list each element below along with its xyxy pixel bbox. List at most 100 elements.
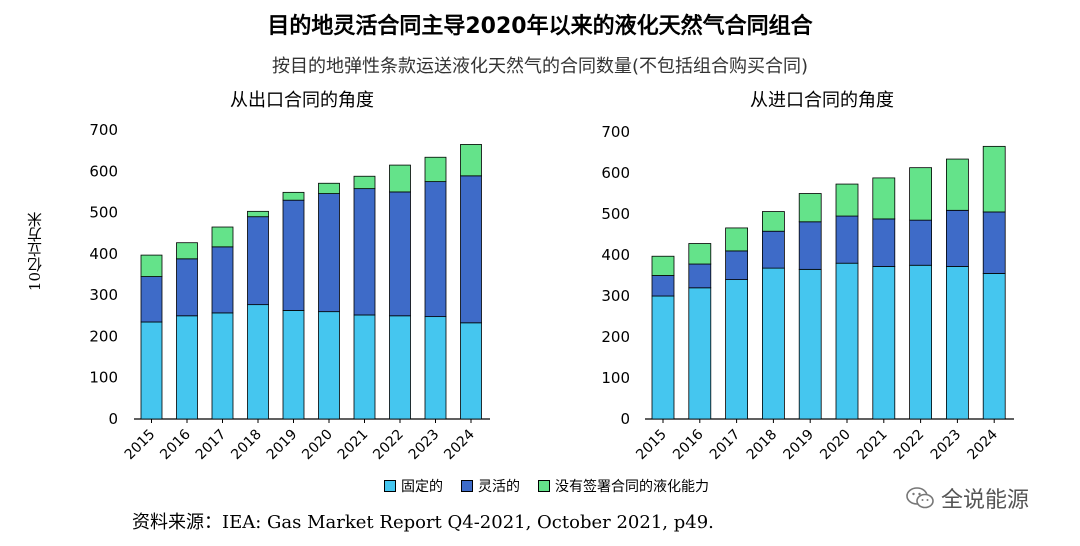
legend-label-unsigned: 没有签署合同的液化能力 [555, 479, 709, 495]
bar-unsigned-2024 [460, 144, 482, 177]
bar-flexible-2017 [211, 246, 234, 314]
bar-unsigned-2024 [982, 145, 1006, 213]
x-tick-label-2020: 2020 [299, 427, 336, 464]
bar-flexible-2024 [460, 175, 482, 324]
x-tick-label-2019: 2019 [264, 427, 301, 464]
bar-flexible-2018 [762, 230, 785, 269]
bar-fixed-2017 [211, 312, 234, 420]
y-tick-label: 0 [108, 410, 118, 428]
x-tick-label-2024: 2024 [441, 426, 478, 463]
bar-fixed-2023 [946, 266, 969, 420]
panel-title-1: 从出口合同的角度 [230, 90, 374, 111]
bar-unsigned-2017 [725, 227, 748, 252]
bar-fixed-2021 [353, 314, 376, 420]
x-tick-label-2022: 2022 [891, 427, 928, 464]
x-tick-label-2017: 2017 [707, 427, 744, 464]
bar-fixed-2021 [872, 266, 896, 420]
bar-fixed-2015 [651, 295, 675, 420]
y-tick-label: 600 [89, 162, 118, 180]
legend-swatch-fixed [384, 480, 396, 492]
legend: 固定的 灵活的 没有签署合同的液化能力 [384, 476, 709, 496]
bar-flexible-2022 [389, 191, 411, 317]
bar-unsigned-2018 [762, 211, 785, 232]
x-tick-label-2017: 2017 [193, 427, 230, 464]
bar-fixed-2020 [835, 262, 859, 420]
bar-unsigned-2023 [946, 158, 969, 211]
x-tick-label-2024: 2024 [965, 426, 1002, 463]
bar-flexible-2020 [318, 193, 340, 313]
x-tick-label-2018: 2018 [228, 427, 265, 464]
bar-fixed-2018 [762, 267, 785, 420]
bar-unsigned-2016 [688, 243, 712, 265]
bar-unsigned-2020 [318, 182, 340, 194]
y-tick-label: 400 [601, 246, 630, 264]
bar-flexible-2023 [946, 209, 969, 267]
bar-flexible-2015 [140, 276, 163, 323]
bar-fixed-2018 [247, 304, 269, 420]
bar-fixed-2023 [424, 316, 447, 420]
x-tick-label-2023: 2023 [406, 427, 443, 464]
bar-fixed-2024 [460, 322, 482, 420]
bar-flexible-2020 [835, 215, 859, 264]
panel-title-2: 从进口合同的角度 [750, 90, 894, 111]
bar-flexible-2022 [909, 219, 932, 266]
bar-fixed-2016 [688, 287, 712, 420]
legend-swatch-unsigned [538, 480, 550, 492]
legend-swatch-flexible [461, 480, 473, 492]
x-tick-label-2020: 2020 [817, 427, 854, 464]
bar-unsigned-2015 [140, 254, 163, 277]
wechat-icon [906, 487, 934, 509]
source-note: 资料来源：IEA: Gas Market Report Q4-2021, Oct… [132, 512, 714, 533]
bar-unsigned-2021 [353, 175, 376, 190]
bar-fixed-2022 [909, 264, 932, 420]
y-tick-label: 700 [601, 123, 630, 141]
x-tick-label-2019: 2019 [781, 427, 818, 464]
bar-flexible-2023 [424, 181, 447, 318]
y-tick-label: 200 [89, 327, 118, 345]
x-tick-label-2018: 2018 [744, 427, 781, 464]
chart-subtitle: 按目的地弹性条款运送液化天然气的合同数量(不包括组合购买合同) [271, 56, 809, 77]
bar-flexible-2019 [282, 199, 305, 311]
bar-fixed-2020 [318, 311, 340, 420]
bar-fixed-2024 [982, 273, 1006, 420]
bar-flexible-2016 [688, 263, 712, 289]
y-tick-label: 100 [89, 369, 118, 387]
bar-fixed-2017 [725, 279, 748, 420]
bar-unsigned-2019 [282, 191, 305, 201]
bar-unsigned-2021 [872, 177, 896, 220]
bar-unsigned-2022 [389, 164, 411, 193]
y-tick-label: 100 [601, 369, 630, 387]
bar-fixed-2022 [389, 315, 411, 420]
y-tick-label: 300 [601, 287, 630, 305]
bar-fixed-2019 [282, 310, 305, 420]
y-tick-label: 500 [89, 204, 118, 222]
bar-unsigned-2017 [211, 226, 234, 248]
x-tick-label-2015: 2015 [122, 427, 159, 464]
bar-unsigned-2015 [651, 255, 675, 276]
bar-unsigned-2019 [798, 193, 822, 223]
y-tick-label: 500 [601, 205, 630, 223]
y-tick-label: 200 [601, 328, 630, 346]
chart-title: 目的地灵活合同主导2020年以来的液化天然气合同组合 [267, 14, 813, 39]
bar-unsigned-2016 [176, 242, 198, 260]
bar-flexible-2021 [353, 188, 376, 316]
legend-label-flexible: 灵活的 [478, 479, 520, 495]
watermark: 全说能源 [905, 482, 1029, 514]
x-tick-label-2021: 2021 [854, 427, 891, 464]
bar-flexible-2024 [982, 211, 1006, 274]
x-tick-label-2022: 2022 [370, 427, 407, 464]
x-tick-label-2015: 2015 [633, 427, 670, 464]
bar-flexible-2015 [651, 275, 675, 297]
bar-fixed-2015 [140, 321, 163, 420]
legend-label-fixed: 固定的 [401, 479, 443, 495]
legend-item-fixed: 固定的 [384, 476, 443, 496]
bar-unsigned-2022 [909, 167, 932, 221]
bar-flexible-2019 [798, 221, 822, 270]
bar-flexible-2021 [872, 218, 896, 267]
bar-flexible-2016 [176, 258, 198, 317]
y-tick-label: 0 [620, 410, 630, 428]
x-tick-label-2016: 2016 [670, 426, 707, 463]
y-tick-label: 400 [89, 245, 118, 263]
y-tick-label: 600 [601, 164, 630, 182]
